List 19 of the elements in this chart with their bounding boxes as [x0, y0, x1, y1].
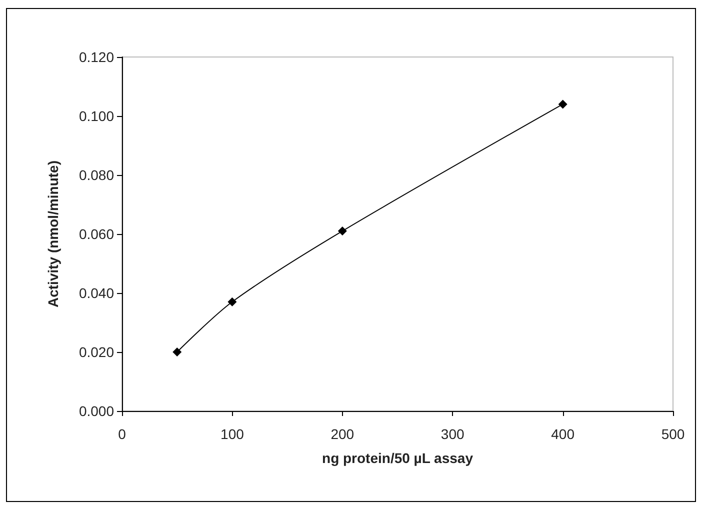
x-tick-label: 500 [661, 426, 685, 442]
x-tick-label: 400 [551, 426, 575, 442]
point [558, 100, 568, 109]
y-tick-label: 0.000 [78, 403, 114, 419]
y-tick-label: 0.080 [78, 167, 114, 183]
y-tick-label: 0.020 [78, 344, 114, 360]
y-tick-label: 0.040 [78, 285, 114, 301]
x-axis-title: ng protein/50 µL assay [322, 450, 474, 466]
y-tick-label: 0.100 [78, 108, 114, 124]
x-tick-label: 200 [330, 426, 354, 442]
y-tick-label: 0.060 [78, 226, 114, 242]
point [172, 348, 182, 356]
x-tick-label: 300 [440, 426, 464, 442]
point [228, 297, 237, 306]
x-tick-label: 0 [118, 426, 126, 442]
y-axis-title: Activity (nmol/minute) [45, 160, 61, 308]
x-tick-label: 100 [220, 426, 244, 442]
y-tick-label: 0.120 [78, 49, 114, 65]
point [338, 226, 347, 236]
